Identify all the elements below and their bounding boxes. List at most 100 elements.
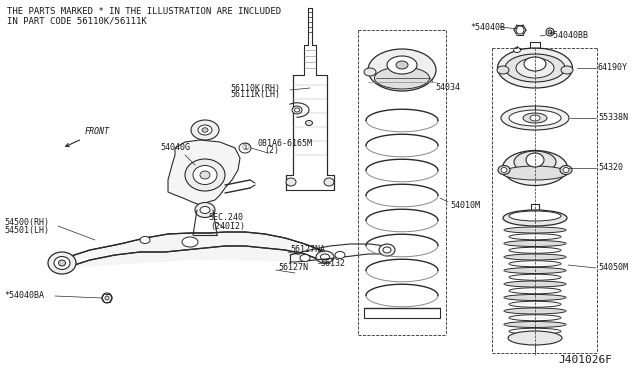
- Ellipse shape: [292, 106, 302, 114]
- Ellipse shape: [509, 247, 561, 253]
- Ellipse shape: [105, 296, 109, 300]
- Text: *54040BA: *54040BA: [4, 292, 44, 301]
- Ellipse shape: [524, 57, 546, 71]
- Text: ①: ①: [241, 144, 249, 153]
- Ellipse shape: [200, 206, 210, 214]
- Ellipse shape: [321, 254, 330, 260]
- Ellipse shape: [324, 178, 334, 186]
- Ellipse shape: [374, 67, 429, 89]
- Ellipse shape: [504, 254, 566, 260]
- Text: 55338N: 55338N: [598, 113, 628, 122]
- Polygon shape: [168, 140, 240, 205]
- Ellipse shape: [516, 58, 554, 78]
- Ellipse shape: [497, 66, 509, 74]
- Ellipse shape: [504, 321, 566, 327]
- Ellipse shape: [193, 166, 217, 185]
- Ellipse shape: [509, 274, 561, 280]
- Ellipse shape: [286, 178, 296, 186]
- Ellipse shape: [502, 151, 568, 186]
- Ellipse shape: [202, 128, 208, 132]
- Text: 56111K(LH): 56111K(LH): [230, 90, 280, 99]
- Ellipse shape: [504, 241, 566, 247]
- Ellipse shape: [185, 159, 225, 191]
- Ellipse shape: [509, 261, 561, 267]
- Text: 64190Y: 64190Y: [598, 64, 628, 73]
- Text: 54040G: 54040G: [160, 144, 190, 153]
- Text: 56132: 56132: [320, 259, 345, 267]
- Ellipse shape: [509, 234, 561, 240]
- Text: (240I2): (240I2): [210, 221, 245, 231]
- Ellipse shape: [509, 288, 561, 294]
- Ellipse shape: [364, 68, 376, 76]
- Text: J401026F: J401026F: [558, 355, 612, 365]
- Text: (2): (2): [264, 147, 279, 155]
- Ellipse shape: [516, 26, 524, 34]
- Ellipse shape: [368, 49, 436, 91]
- Ellipse shape: [198, 125, 212, 135]
- Ellipse shape: [396, 61, 408, 69]
- Ellipse shape: [530, 115, 540, 121]
- Ellipse shape: [546, 28, 554, 36]
- Text: 54010M: 54010M: [450, 201, 480, 209]
- Ellipse shape: [504, 227, 566, 233]
- Ellipse shape: [502, 166, 568, 180]
- Ellipse shape: [239, 143, 251, 153]
- Ellipse shape: [504, 267, 566, 273]
- Ellipse shape: [140, 237, 150, 244]
- Text: 54501(LH): 54501(LH): [4, 225, 49, 234]
- Ellipse shape: [191, 120, 219, 140]
- Ellipse shape: [504, 308, 566, 314]
- Ellipse shape: [58, 260, 65, 266]
- Ellipse shape: [501, 106, 569, 130]
- Ellipse shape: [501, 167, 507, 173]
- Text: 56127NA: 56127NA: [290, 246, 325, 254]
- Ellipse shape: [508, 331, 562, 345]
- Ellipse shape: [305, 121, 312, 125]
- Ellipse shape: [505, 54, 565, 82]
- Text: 54034: 54034: [435, 83, 460, 93]
- Ellipse shape: [509, 301, 561, 307]
- Text: *54040B: *54040B: [470, 22, 505, 32]
- Ellipse shape: [503, 210, 567, 226]
- Ellipse shape: [335, 251, 345, 259]
- Ellipse shape: [514, 151, 556, 173]
- Text: SEC.240: SEC.240: [208, 214, 243, 222]
- Ellipse shape: [560, 166, 572, 174]
- Polygon shape: [65, 232, 325, 268]
- Text: 54050M: 54050M: [598, 263, 628, 273]
- Text: 54320: 54320: [598, 164, 623, 173]
- Ellipse shape: [54, 257, 70, 269]
- Ellipse shape: [316, 251, 334, 263]
- Ellipse shape: [563, 167, 569, 173]
- Ellipse shape: [387, 56, 417, 74]
- Ellipse shape: [195, 202, 215, 218]
- Ellipse shape: [383, 247, 391, 253]
- Ellipse shape: [509, 110, 561, 126]
- Text: 56110K(RH): 56110K(RH): [230, 83, 280, 93]
- Ellipse shape: [509, 315, 561, 321]
- Ellipse shape: [523, 113, 547, 123]
- Ellipse shape: [498, 166, 510, 174]
- Ellipse shape: [182, 237, 198, 247]
- Text: FRONT: FRONT: [66, 128, 110, 147]
- Ellipse shape: [504, 281, 566, 287]
- Ellipse shape: [548, 30, 552, 34]
- Ellipse shape: [102, 293, 112, 303]
- Ellipse shape: [526, 153, 544, 167]
- Text: 081A6-6165M: 081A6-6165M: [258, 138, 313, 148]
- Ellipse shape: [379, 244, 395, 256]
- Text: *54040BB: *54040BB: [548, 31, 588, 39]
- Text: THE PARTS MARKED * IN THE ILLUSTRATION ARE INCLUDED: THE PARTS MARKED * IN THE ILLUSTRATION A…: [7, 7, 281, 16]
- Ellipse shape: [294, 108, 300, 112]
- Ellipse shape: [509, 328, 561, 334]
- Ellipse shape: [497, 48, 573, 88]
- Ellipse shape: [513, 48, 520, 52]
- Text: 54500(RH): 54500(RH): [4, 218, 49, 227]
- Ellipse shape: [300, 254, 310, 262]
- Ellipse shape: [509, 211, 561, 221]
- Text: IN PART CODE 56110K/56111K: IN PART CODE 56110K/56111K: [7, 16, 147, 25]
- Ellipse shape: [504, 295, 566, 301]
- Ellipse shape: [200, 171, 210, 179]
- Text: 56127N: 56127N: [278, 263, 308, 273]
- Ellipse shape: [561, 66, 573, 74]
